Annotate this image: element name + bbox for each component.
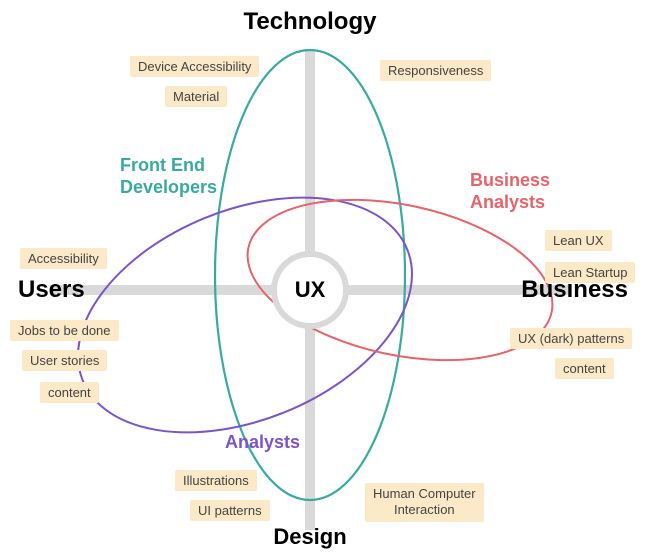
tag-ui-patterns: UI patterns bbox=[190, 500, 270, 521]
tag-hci: Human Computer Interaction bbox=[365, 483, 484, 522]
tag-user-stories: User stories bbox=[22, 350, 107, 371]
tag-lean-startup: Lean Startup bbox=[545, 262, 635, 283]
tag-device-accessibility: Device Accessibility bbox=[130, 56, 259, 77]
role-analysts-label: Analysts bbox=[225, 432, 300, 454]
axis-label-left: Users bbox=[18, 276, 85, 304]
role-frontend-label: Front End Developers bbox=[120, 155, 217, 198]
tag-material: Material bbox=[165, 86, 227, 107]
center-ux-label: UX bbox=[295, 277, 326, 303]
tag-content-right: content bbox=[555, 358, 614, 379]
tag-ux-dark-patterns: UX (dark) patterns bbox=[510, 328, 632, 349]
role-business-analysts-label: Business Analysts bbox=[470, 170, 550, 213]
tag-content-left: content bbox=[40, 382, 99, 403]
tag-responsiveness: Responsiveness bbox=[380, 60, 491, 81]
tag-jobs-to-be-done: Jobs to be done bbox=[10, 320, 119, 341]
ux-venn-diagram: Technology Design Users Business UX Fron… bbox=[0, 0, 650, 560]
tag-accessibility: Accessibility bbox=[20, 248, 107, 269]
axis-label-bottom: Design bbox=[273, 524, 346, 550]
tag-illustrations: Illustrations bbox=[175, 470, 257, 491]
tag-lean-ux: Lean UX bbox=[545, 230, 612, 251]
axis-label-top: Technology bbox=[244, 8, 377, 36]
